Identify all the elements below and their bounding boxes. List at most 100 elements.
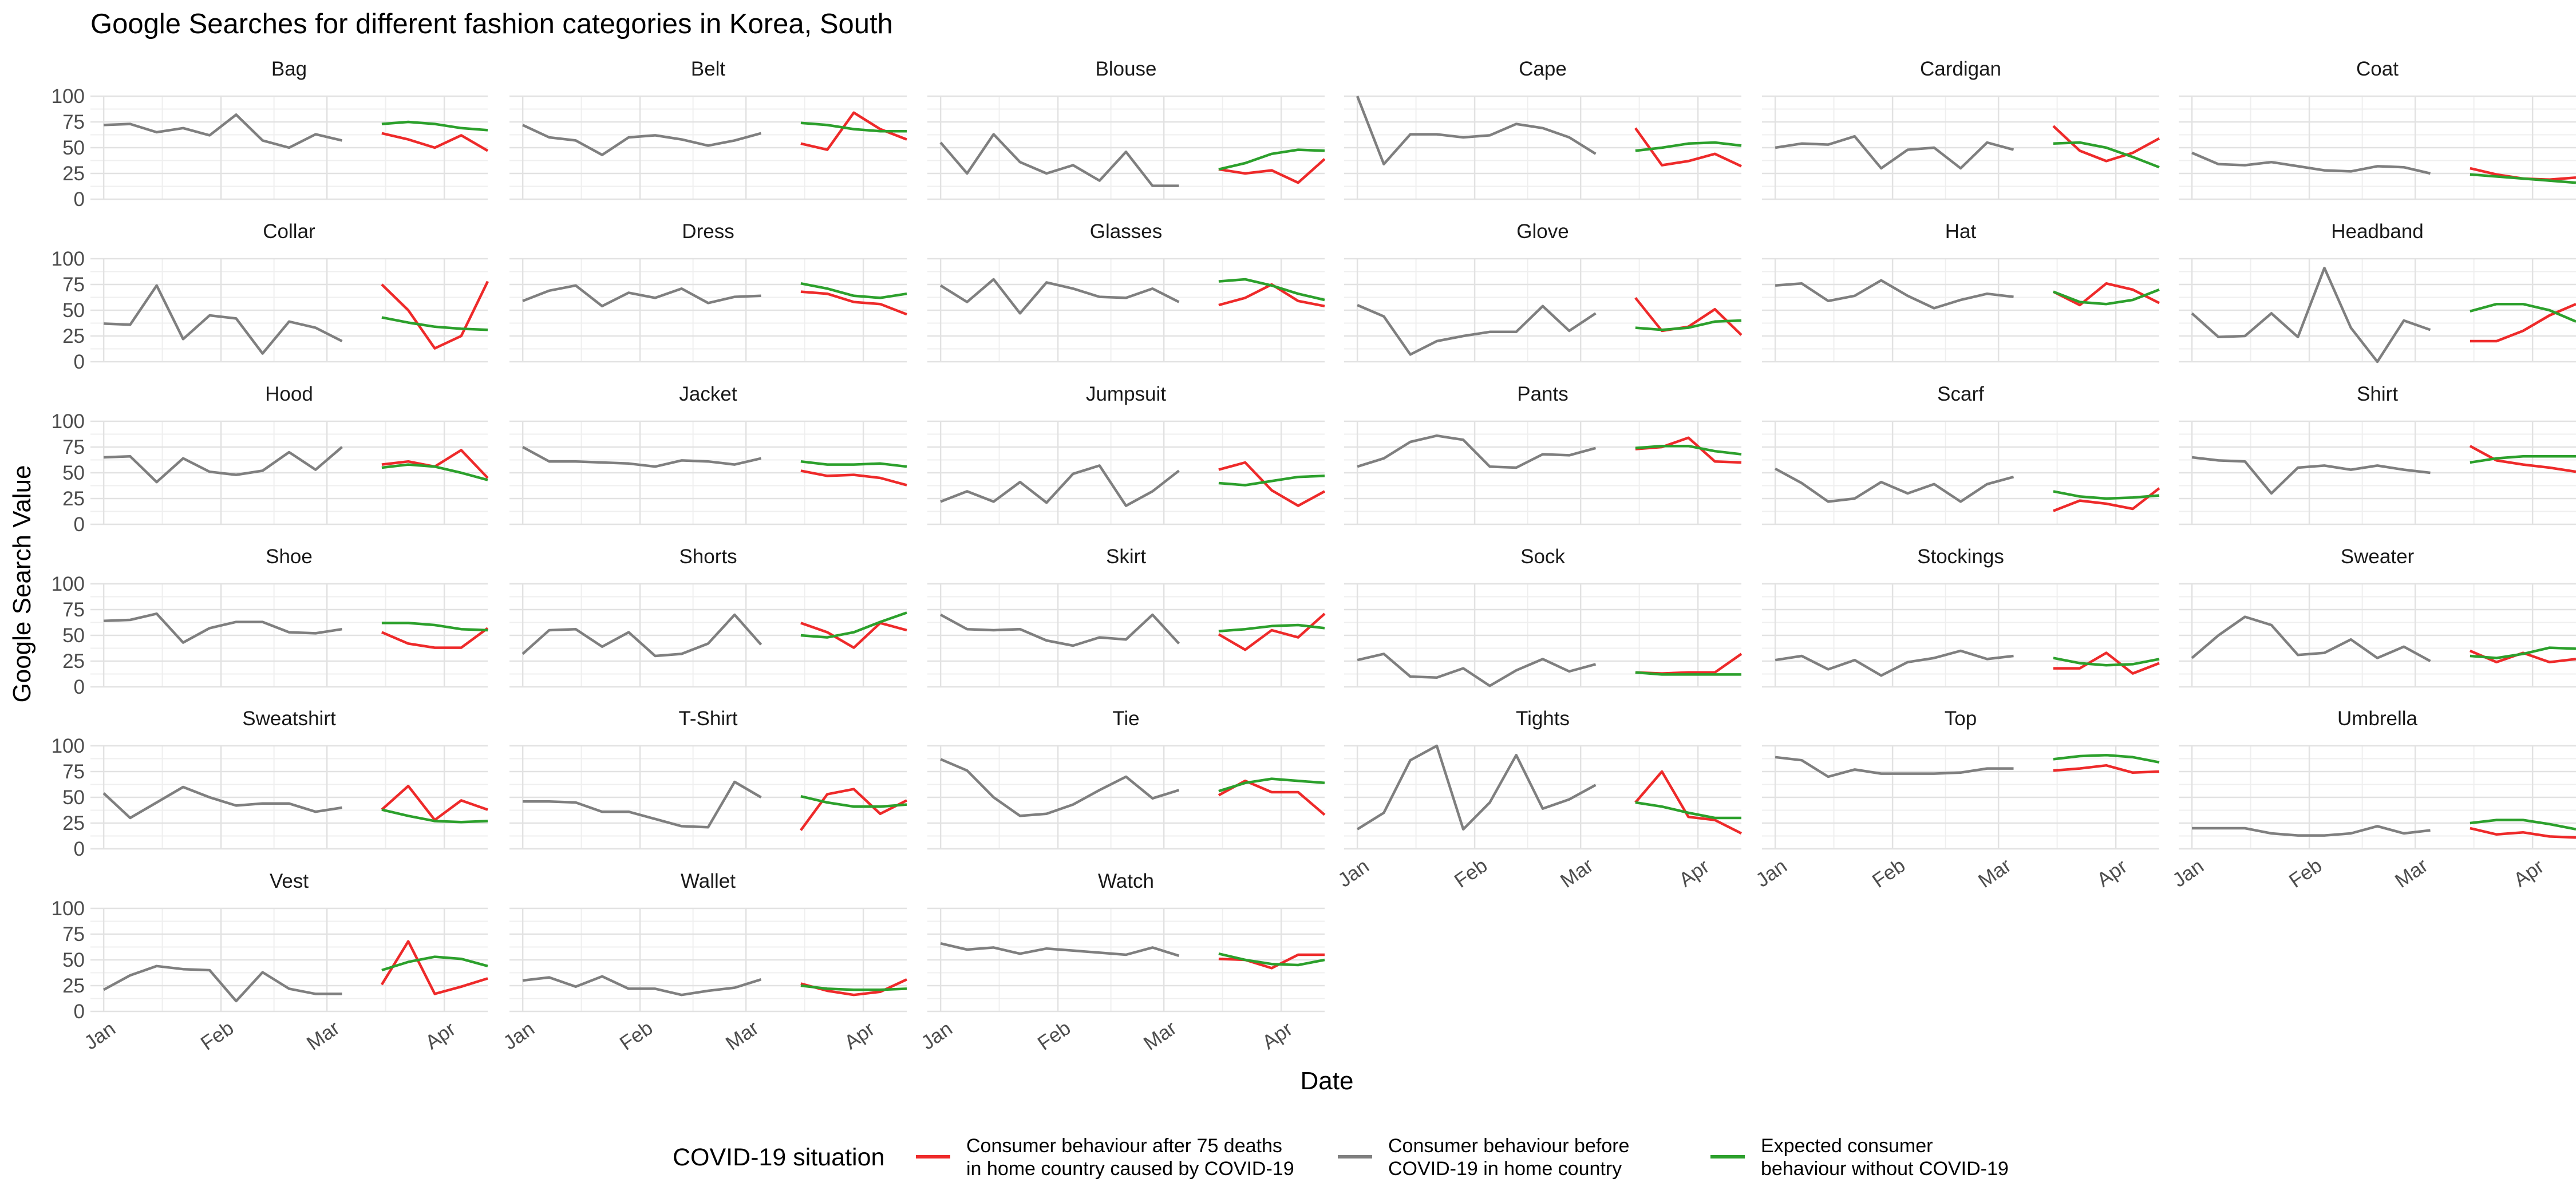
facet-label: Collar bbox=[263, 220, 315, 243]
facet-label: Glove bbox=[1516, 220, 1568, 243]
y-tick-label: 100 bbox=[52, 410, 85, 433]
series-line-before bbox=[522, 975, 762, 997]
series-line-expected bbox=[800, 282, 907, 299]
series-line-expected bbox=[381, 622, 488, 632]
series-line-after bbox=[381, 627, 489, 649]
series-line-after bbox=[381, 132, 489, 152]
y-tick-label: 75 bbox=[62, 761, 85, 783]
facet-label: Belt bbox=[691, 58, 726, 80]
panel-jumpsuit: Jumpsuit bbox=[927, 383, 1326, 525]
legend-label: in home country caused by COVID-19 bbox=[966, 1158, 1294, 1180]
y-tick-label: 100 bbox=[52, 248, 85, 270]
y-tick-label: 75 bbox=[62, 111, 85, 133]
series-line-before bbox=[940, 942, 1180, 957]
series-line-expected bbox=[2053, 141, 2160, 169]
y-tick-label: 75 bbox=[62, 436, 85, 458]
series-line-before bbox=[939, 278, 1180, 315]
facet-label: Sock bbox=[1520, 545, 1565, 568]
facet-label: Hood bbox=[265, 383, 313, 405]
series-line-after bbox=[1634, 127, 1742, 168]
facet-label: Sweater bbox=[2341, 545, 2415, 568]
panel-sweater: Sweater bbox=[2179, 545, 2576, 688]
series-line-before bbox=[940, 613, 1180, 647]
y-tick-label: 25 bbox=[62, 325, 85, 347]
series-line-before bbox=[523, 780, 762, 829]
y-tick-label: 0 bbox=[74, 676, 85, 698]
panel-glove: Glove bbox=[1344, 220, 1743, 363]
series-line-expected bbox=[800, 984, 907, 991]
facet-label: Wallet bbox=[681, 870, 736, 892]
grid bbox=[509, 745, 907, 850]
grid bbox=[1762, 258, 2159, 363]
facet-label: Jumpsuit bbox=[1086, 383, 1166, 405]
series-line-expected bbox=[1218, 475, 1325, 487]
y-tick-label: 75 bbox=[62, 274, 85, 296]
series-line-after bbox=[800, 290, 907, 316]
grid bbox=[2179, 95, 2576, 200]
series-line-expected bbox=[2470, 302, 2576, 323]
facet-label: Hat bbox=[1945, 220, 1977, 243]
panel-shirt: Shirt bbox=[2179, 383, 2576, 525]
series-line-after bbox=[1218, 461, 1326, 507]
panel-bag: Bag 0 25 50 75 100 bbox=[52, 58, 489, 211]
grid bbox=[90, 95, 488, 200]
grid bbox=[1762, 95, 2159, 200]
series-line-expected bbox=[381, 808, 488, 824]
series-line-expected bbox=[1635, 671, 1741, 676]
series-line-expected bbox=[1635, 801, 1741, 820]
y-tick-label: 100 bbox=[52, 85, 85, 108]
series-line-before bbox=[2191, 456, 2431, 495]
series-line-expected bbox=[381, 955, 488, 972]
series-line-before bbox=[1357, 303, 1597, 356]
panel-sweatshirt: Sweatshirt 0 25 50 75 100 bbox=[52, 707, 488, 860]
series-line-expected bbox=[800, 460, 907, 468]
series-line-after bbox=[2053, 764, 2160, 774]
y-tick-label: 50 bbox=[62, 786, 85, 809]
legend-title: COVID-19 situation bbox=[673, 1144, 884, 1171]
series-line-expected bbox=[2053, 753, 2160, 764]
series-line-after bbox=[2470, 303, 2576, 343]
chart-title: Google Searches for different fashion ca… bbox=[90, 9, 893, 39]
series-line-before bbox=[1357, 653, 1597, 687]
series-line-expected bbox=[2470, 819, 2576, 831]
panel-hat: Hat bbox=[1762, 220, 2160, 363]
facet-label: Skirt bbox=[1106, 545, 1146, 568]
y-tick-label: 50 bbox=[62, 624, 85, 647]
series-line-before bbox=[104, 113, 343, 149]
grid bbox=[1344, 583, 1741, 688]
grid bbox=[1762, 583, 2159, 688]
panel-glasses: Glasses bbox=[927, 220, 1325, 363]
panel-t-shirt: T-Shirt bbox=[509, 707, 908, 850]
legend-label: COVID-19 in home country bbox=[1388, 1158, 1622, 1180]
y-tick-label: 25 bbox=[62, 975, 85, 997]
legend: COVID-19 situation Consumer behaviour af… bbox=[673, 1135, 2009, 1180]
legend-label: behaviour without COVID-19 bbox=[1761, 1158, 2009, 1180]
series-line-before bbox=[1357, 434, 1597, 469]
grid bbox=[927, 258, 1325, 363]
y-tick-label: 75 bbox=[62, 923, 85, 946]
series-line-after bbox=[2053, 651, 2160, 675]
y-tick-label: 25 bbox=[62, 488, 85, 510]
series-line-expected bbox=[1635, 319, 1742, 331]
y-tick-label: 0 bbox=[74, 1001, 85, 1023]
legend-label: Expected consumer bbox=[1761, 1135, 1933, 1157]
series-line-before bbox=[103, 964, 342, 1003]
panel-shorts: Shorts bbox=[509, 545, 907, 688]
series-line-before bbox=[939, 133, 1179, 187]
facet-label: Blouse bbox=[1095, 58, 1156, 80]
panel-tie: Tie bbox=[927, 707, 1326, 850]
y-tick-label: 100 bbox=[52, 735, 85, 757]
series-line-before bbox=[940, 464, 1180, 507]
series-line-after bbox=[1218, 158, 1326, 184]
facet-label: Glasses bbox=[1090, 220, 1162, 243]
series-line-expected bbox=[800, 795, 907, 808]
panel-belt: Belt bbox=[509, 58, 907, 200]
series-line-expected bbox=[381, 316, 488, 331]
series-line-before bbox=[1775, 135, 2014, 170]
series-line-after bbox=[800, 622, 907, 649]
panel-scarf: Scarf bbox=[1762, 383, 2160, 525]
series-line-before bbox=[2192, 825, 2431, 837]
grid bbox=[1762, 745, 2159, 850]
grid bbox=[1344, 258, 1741, 363]
